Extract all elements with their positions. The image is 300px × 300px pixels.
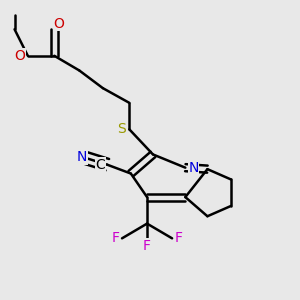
Text: F: F <box>174 231 182 245</box>
Text: S: S <box>117 122 126 136</box>
Text: N: N <box>188 161 199 175</box>
Text: O: O <box>15 49 26 63</box>
Text: C: C <box>95 158 105 172</box>
Text: F: F <box>143 239 151 253</box>
Text: N: N <box>77 150 88 164</box>
Text: F: F <box>112 231 120 245</box>
Text: O: O <box>53 17 64 31</box>
